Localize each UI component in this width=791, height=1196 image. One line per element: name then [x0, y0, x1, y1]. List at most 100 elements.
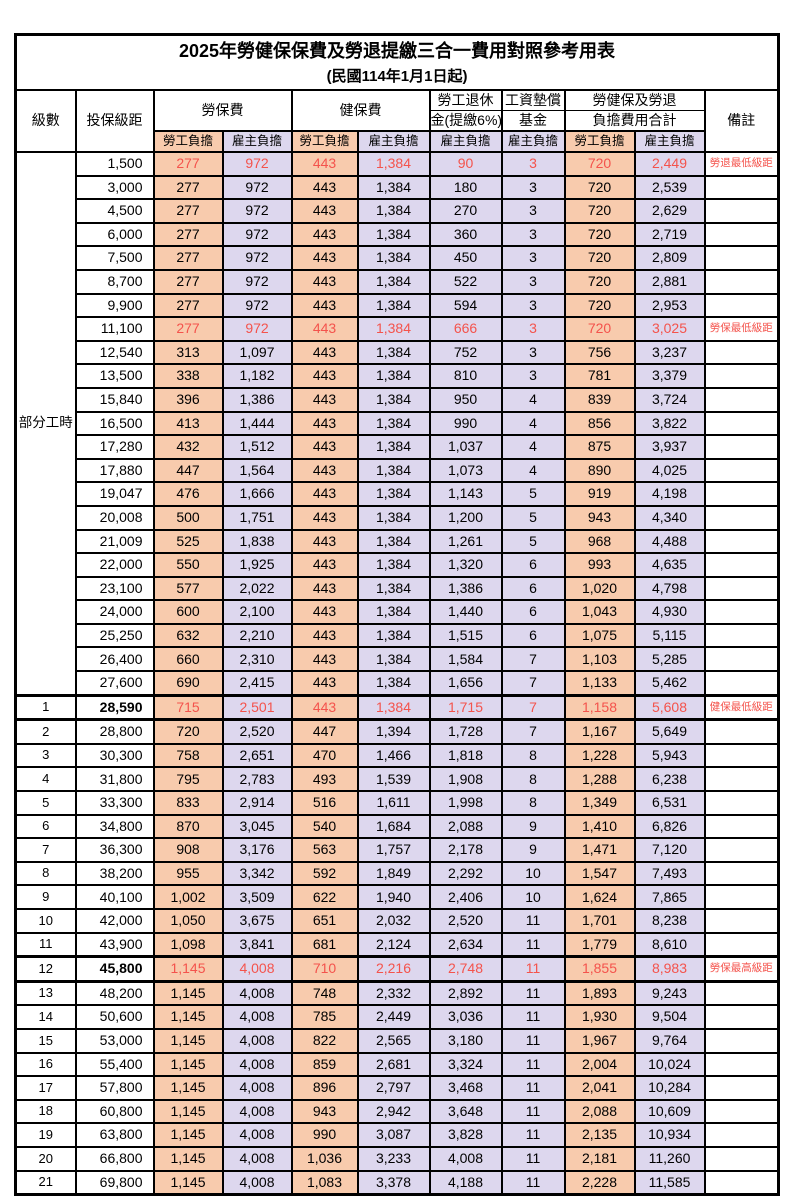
cell-wage-fund-employer: 6 [500, 552, 566, 578]
cell-health-employee: 748 [290, 980, 359, 1007]
cell-total-employee: 1,930 [563, 1004, 636, 1030]
cell-labor-employee: 550 [152, 552, 224, 578]
page-title: 2025年勞健保保費及勞退提繳三合一費用對照參考用表 [179, 41, 616, 61]
cell-labor-employee: 500 [152, 504, 224, 531]
header-health-employer-share: 雇主負擔 [356, 130, 431, 153]
cell-wage-fund-employer: 7 [500, 670, 566, 697]
cell-labor-employee: 277 [152, 316, 224, 342]
bracket-cell: 23,100 [74, 575, 155, 602]
cell-health-employee: 443 [290, 151, 359, 177]
table-row: 17,280 432 1,512 443 1,384 1,037 4 875 3,937 [16, 434, 780, 460]
table-row: 11 43,900 1,098 3,841 681 2,124 2,634 11 1,779 8,… [14, 931, 780, 958]
cell-total-employer: 4,025 [633, 457, 706, 484]
cell-labor-employee: 795 [152, 766, 224, 793]
cell-health-employer: 1,384 [356, 457, 431, 484]
cell-total-employer: 5,943 [633, 742, 706, 769]
table-row: 4,500 277 972 443 1,384 270 3 720 2,629 [16, 198, 780, 224]
cell-total-employee: 720 [563, 268, 636, 295]
cell-health-employee: 443 [290, 434, 359, 460]
cell-total-employer: 2,539 [633, 174, 706, 201]
cell-pension-employer: 2,406 [428, 884, 503, 910]
cell-wage-fund-employer: 3 [500, 198, 566, 224]
cell-pension-employer: 3,036 [428, 1004, 503, 1030]
table-row: 6,000 277 972 443 1,384 360 3 720 2,719 [16, 221, 780, 248]
cell-labor-employee: 870 [152, 813, 224, 840]
table-row: 27,600 690 2,415 443 1,384 1,656 7 1,133 5,462 [16, 670, 780, 697]
cell-health-employer: 1,539 [356, 766, 431, 793]
cell-health-employee: 447 [290, 718, 359, 745]
cell-total-employer: 8,238 [633, 908, 706, 934]
table-row: 8 38,200 955 3,342 592 1,849 2,292 10 1,547 7,493 [14, 860, 780, 887]
cell-labor-employer: 4,008 [221, 1122, 293, 1148]
cell-health-employee: 470 [290, 742, 359, 769]
table-row: 8,700 277 972 443 1,384 522 3 720 2,881 [16, 268, 780, 295]
cell-total-employee: 781 [563, 363, 636, 389]
cell-labor-employee: 690 [152, 670, 224, 697]
cell-health-employee: 443 [290, 599, 359, 625]
cell-total-employee: 856 [563, 410, 636, 437]
bracket-cell: 42,000 [74, 908, 155, 934]
cell-labor-employer: 972 [221, 316, 293, 342]
cell-labor-employee: 277 [152, 221, 224, 248]
level-cell: 2 [14, 718, 77, 745]
note-cell [703, 837, 780, 863]
cell-health-employer: 3,087 [356, 1122, 431, 1148]
bracket-cell: 8,700 [74, 268, 155, 295]
cell-total-employee: 1,020 [563, 575, 636, 602]
cell-health-employer: 1,684 [356, 813, 431, 840]
cell-health-employer: 1,384 [356, 693, 431, 722]
cell-pension-employer: 990 [428, 410, 503, 437]
cell-wage-fund-employer: 3 [500, 221, 566, 248]
note-cell [703, 221, 780, 248]
cell-health-employee: 443 [290, 504, 359, 531]
bracket-cell: 17,880 [74, 457, 155, 484]
bracket-cell: 66,800 [74, 1145, 155, 1172]
cell-labor-employer: 972 [221, 221, 293, 248]
cell-total-employer: 6,826 [633, 813, 706, 840]
note-cell [703, 1027, 780, 1054]
cell-labor-employee: 660 [152, 646, 224, 673]
cell-labor-employer: 4,008 [221, 1145, 293, 1172]
cell-health-employer: 2,681 [356, 1051, 431, 1078]
cell-labor-employee: 432 [152, 434, 224, 460]
cell-pension-employer: 522 [428, 268, 503, 295]
cell-wage-fund-employer: 3 [500, 316, 566, 342]
cell-pension-employer: 594 [428, 292, 503, 319]
note-cell [703, 174, 780, 201]
note-cell [703, 742, 780, 769]
cell-total-employer: 7,865 [633, 884, 706, 910]
cell-health-employee: 592 [290, 860, 359, 887]
note-cell [703, 884, 780, 910]
bracket-cell: 31,800 [74, 766, 155, 793]
cell-total-employee: 1,349 [563, 790, 636, 816]
cell-pension-employer: 1,386 [428, 575, 503, 602]
level-cell: 13 [14, 980, 77, 1007]
cell-health-employee: 443 [290, 245, 359, 271]
note-cell [703, 434, 780, 460]
cell-health-employer: 1,757 [356, 837, 431, 863]
note-cell [703, 198, 780, 224]
table-row: 15 53,000 1,145 4,008 822 2,565 3,180 11 1,967 9,… [14, 1027, 780, 1054]
cell-health-employer: 2,797 [356, 1075, 431, 1101]
note-cell [703, 245, 780, 271]
table-row: 部分工時 1,500 277 972 443 1,384 90 3 720 2,449 勞退最低級距 [14, 150, 780, 697]
level-cell: 12 [14, 955, 77, 983]
cell-wage-fund-employer: 9 [500, 837, 566, 863]
cell-labor-employer: 2,501 [221, 693, 293, 722]
bracket-cell: 15,840 [74, 386, 155, 413]
bracket-cell: 48,200 [74, 980, 155, 1007]
cell-labor-employer: 972 [221, 174, 293, 201]
cell-health-employer: 1,384 [356, 316, 431, 342]
cell-labor-employer: 2,783 [221, 766, 293, 793]
table-row: 7 36,300 908 3,176 563 1,757 2,178 9 1,471 7,120 [14, 837, 780, 863]
header-wage-fund-line1: 工資墊償 [500, 89, 566, 111]
cell-labor-employer: 4,008 [221, 1169, 293, 1196]
table-row: 9 40,100 1,002 3,509 622 1,940 2,406 10 1,624 7,8… [14, 884, 780, 910]
note-cell [703, 268, 780, 295]
cell-labor-employee: 476 [152, 481, 224, 507]
cell-total-employee: 968 [563, 528, 636, 555]
cell-pension-employer: 2,748 [428, 955, 503, 983]
bracket-cell: 26,400 [74, 646, 155, 673]
cell-health-employee: 443 [290, 646, 359, 673]
cell-labor-employer: 2,415 [221, 670, 293, 697]
